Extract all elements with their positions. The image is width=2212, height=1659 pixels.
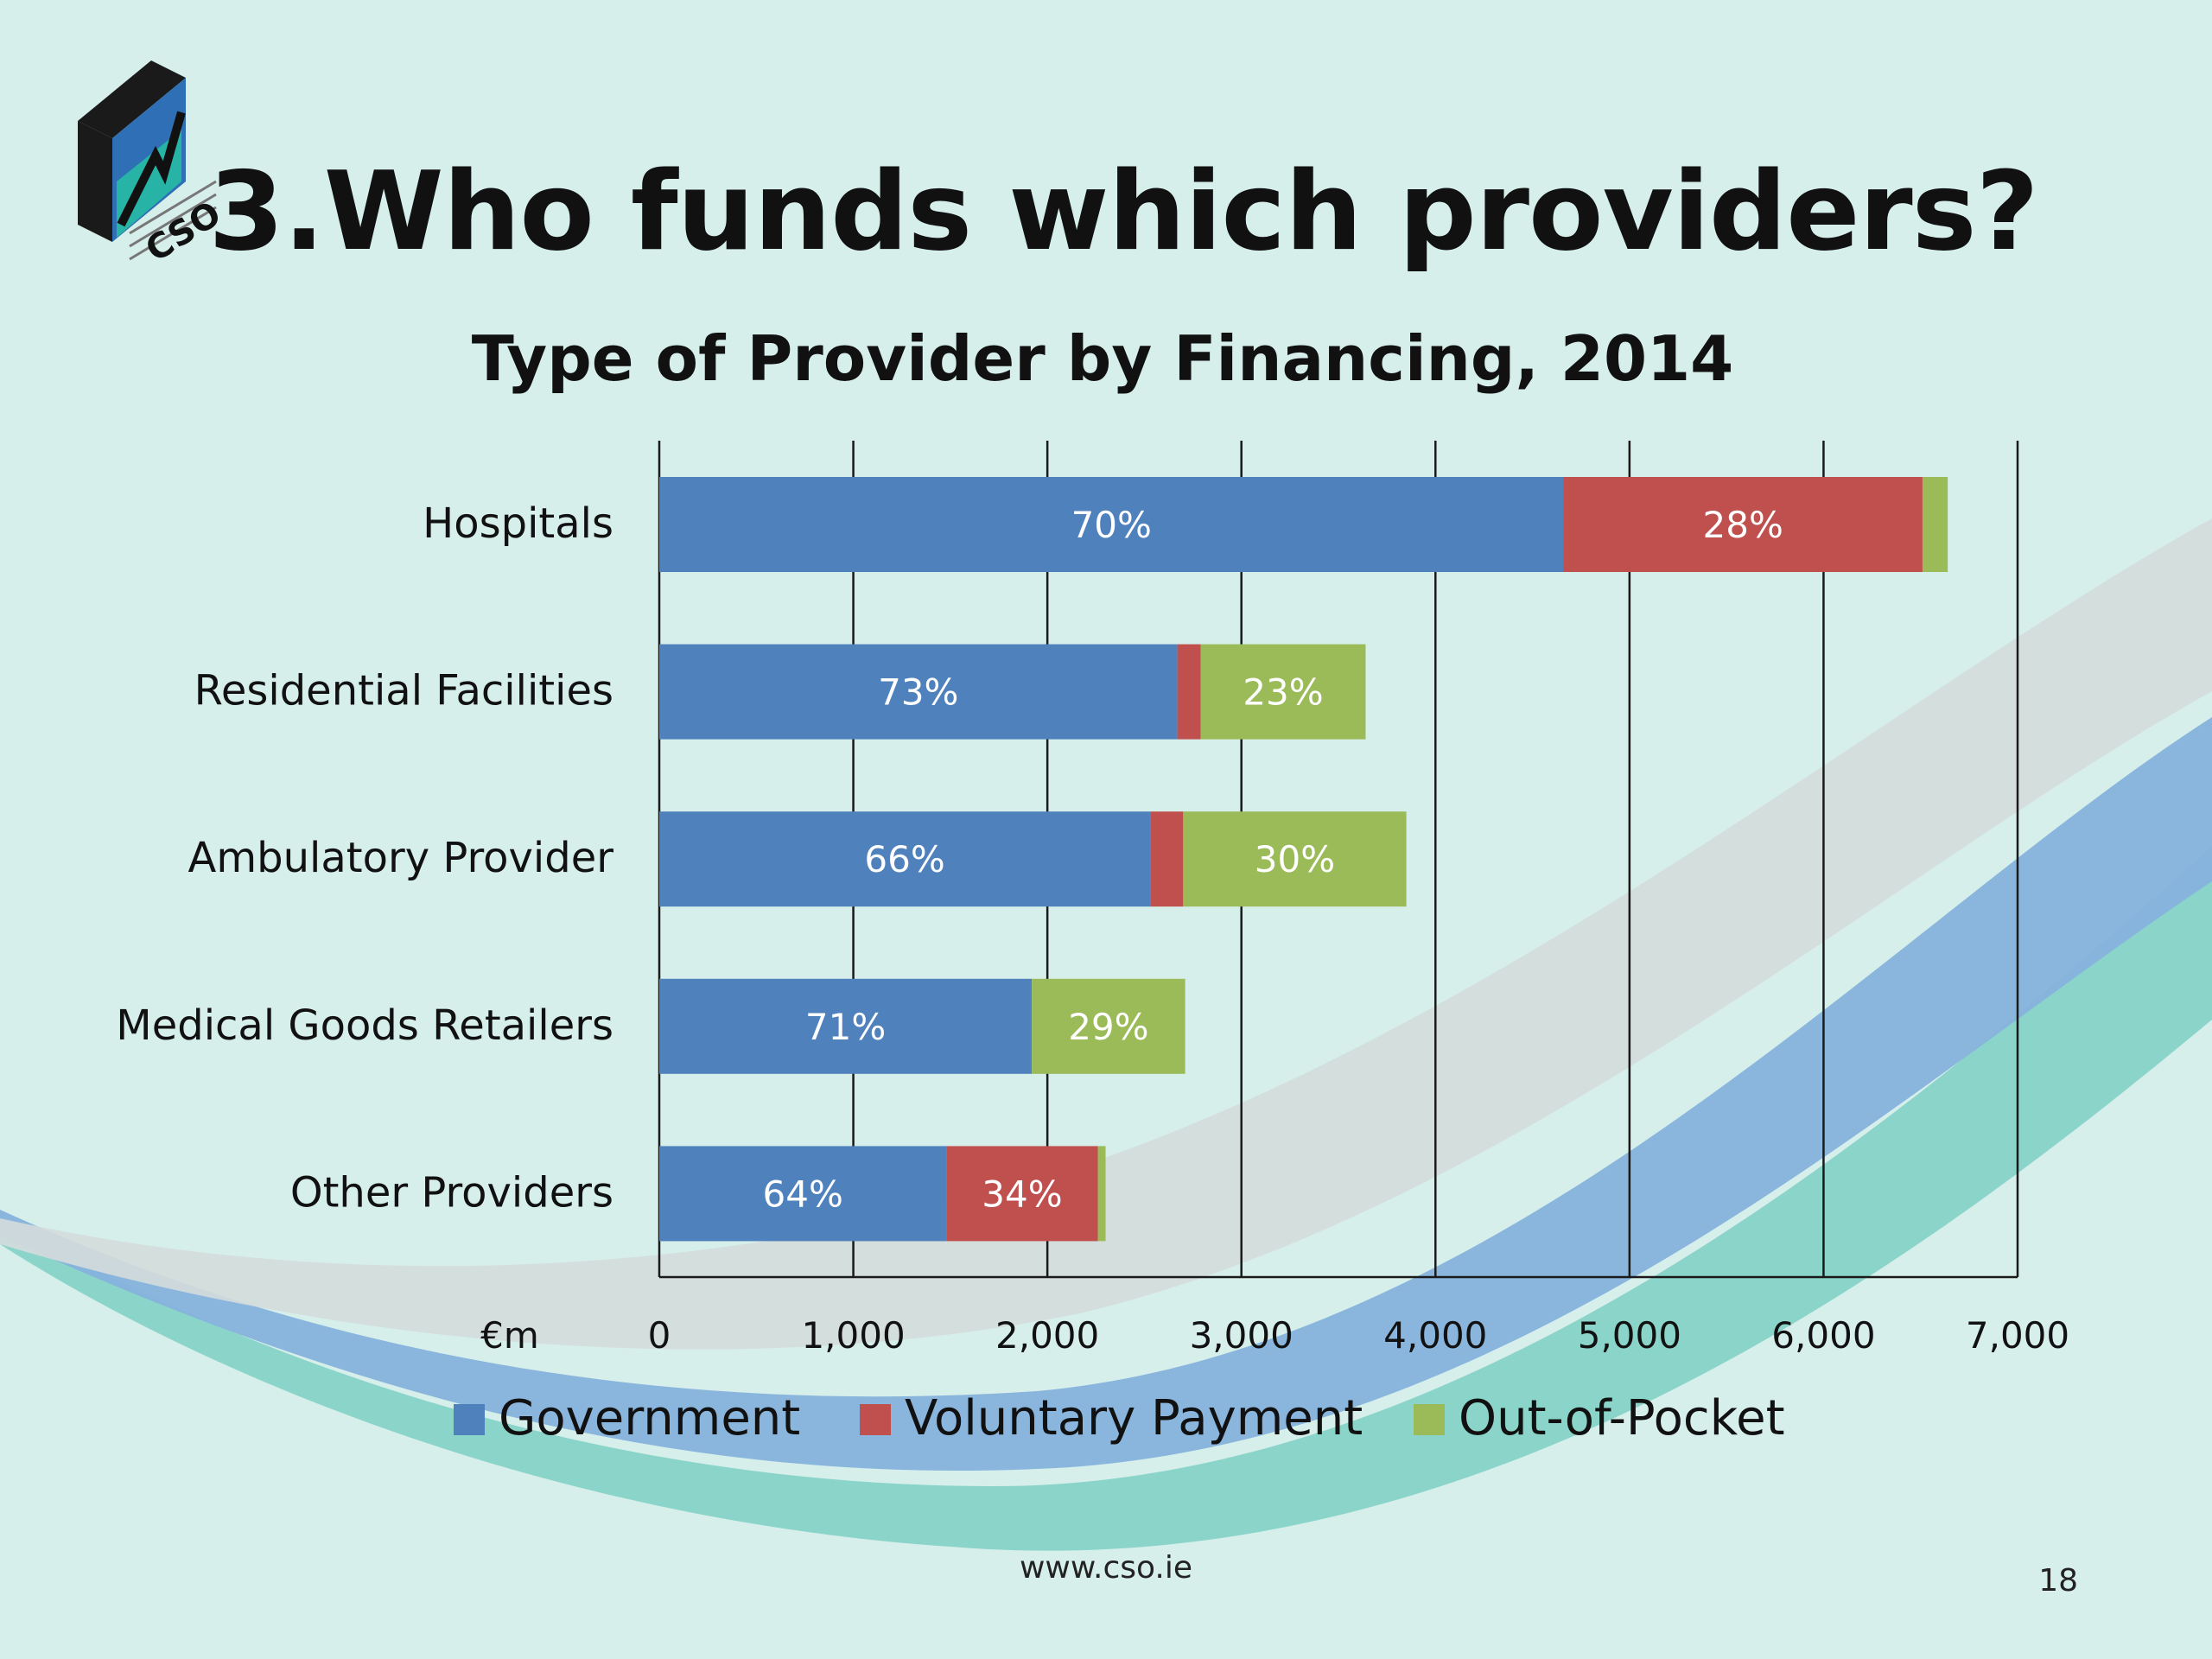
bar-segment: [659, 644, 1178, 740]
bar-segment: [659, 811, 1151, 907]
chart-title: Type of Provider by Financing, 2014: [471, 322, 1734, 395]
x-tick-label: 5,000: [1578, 1314, 1681, 1357]
footer-url: www.cso.ie: [1019, 1550, 1192, 1586]
legend-label: Out-of-Pocket: [1459, 1390, 1785, 1446]
bar-data-label: 71%: [805, 1006, 886, 1048]
x-tick-label: 3,000: [1190, 1314, 1294, 1357]
legend-swatch: [860, 1404, 891, 1435]
bar-data-label: 30%: [1255, 838, 1335, 880]
bar-data-label: 23%: [1243, 671, 1323, 714]
slide-title: 3.Who funds which providers?: [208, 148, 2039, 275]
bar-segment: [1177, 644, 1201, 740]
x-tick-label: 7,000: [1966, 1314, 2069, 1357]
bar-segment: [659, 477, 1564, 572]
bar-data-label: 73%: [878, 671, 958, 714]
x-tick-label: 2,000: [995, 1314, 1099, 1357]
chart-bars: 70% 28% 73% 23% 66% 30% 71% 29% 64% 34%: [659, 477, 1948, 1242]
bar-segment: [1032, 978, 1185, 1074]
x-tick-label: 4,000: [1383, 1314, 1487, 1357]
x-tick-label: 0: [648, 1314, 671, 1357]
bar-segment: [946, 1146, 1098, 1242]
x-tick-label: 1,000: [801, 1314, 905, 1357]
bar-data-label: 29%: [1068, 1006, 1148, 1048]
bar-segment: [1150, 811, 1184, 907]
bar-segment: [1563, 477, 1923, 572]
category-label: Residential Facilities: [194, 667, 613, 715]
bar-data-label: 66%: [864, 838, 944, 880]
bar-data-label: 70%: [1071, 504, 1152, 546]
category-label: Hospitals: [423, 499, 613, 548]
page-number: 18: [2038, 1563, 2078, 1599]
legend: Government Voluntary Payment Out-of-Pocket: [454, 1390, 1785, 1446]
x-axis-label: €m: [480, 1314, 539, 1357]
x-tick-label: 6,000: [1771, 1314, 1875, 1357]
legend-label: Voluntary Payment: [905, 1390, 1363, 1446]
category-label: Medical Goods Retailers: [116, 1001, 613, 1050]
bar-data-label: 28%: [1703, 504, 1783, 546]
category-labels: Hospitals Residential Facilities Ambulator…: [116, 499, 613, 1217]
bar-segment: [1183, 811, 1407, 907]
bar-segment: [1922, 477, 1948, 572]
bar-data-label: 34%: [982, 1173, 1062, 1215]
category-label: Ambulatory Provider: [188, 834, 614, 882]
legend-swatch: [1414, 1404, 1445, 1435]
cso-logo: CSO: [78, 60, 225, 268]
bar-data-label: 64%: [763, 1173, 843, 1215]
bar-segment: [659, 1146, 947, 1242]
category-label: Other Providers: [290, 1168, 613, 1217]
bar-segment: [1200, 644, 1366, 740]
x-tick-labels: 0 1,000 2,000 3,000 4,000 5,000 6,000 7,000: [648, 1314, 2069, 1357]
legend-swatch: [454, 1404, 485, 1435]
bar-segment: [659, 978, 1033, 1074]
bar-segment: [1097, 1146, 1106, 1242]
legend-label: Government: [499, 1390, 800, 1446]
